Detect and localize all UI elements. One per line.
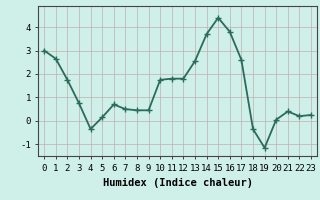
X-axis label: Humidex (Indice chaleur): Humidex (Indice chaleur) (103, 178, 252, 188)
